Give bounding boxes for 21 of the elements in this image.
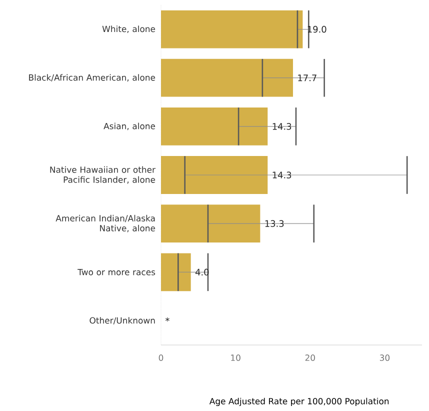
y-tick-label: Black/African American, alone xyxy=(29,74,156,82)
y-tick-label: Native Hawaiian or other Pacific Islander, alone xyxy=(50,166,156,184)
x-tick-label: 10 xyxy=(231,354,240,361)
bar xyxy=(161,10,303,48)
y-tick-label: White, alone xyxy=(102,26,156,33)
data-label: 14.3 xyxy=(272,172,292,178)
text: * xyxy=(165,317,170,322)
bar xyxy=(161,253,191,292)
x-tick-label: 30 xyxy=(380,354,390,361)
data-label: 14.3 xyxy=(272,123,292,130)
x-tick-label: 0 xyxy=(158,354,164,361)
data-label: 17.7 xyxy=(298,74,316,82)
data-label: 13.3 xyxy=(265,220,284,227)
x-tick-label: 20 xyxy=(305,354,315,361)
bar xyxy=(161,58,293,97)
y-tick-label: Asian, alone xyxy=(104,122,156,130)
y-tick-label: American Indian/Alaska Native, alone xyxy=(56,214,156,232)
y-tick-label: Two or more races xyxy=(78,269,156,276)
bar xyxy=(161,107,268,146)
y-tick-label: Other/Unknown xyxy=(90,317,155,324)
x-axis-title: Age Adjusted Rate per 100,000 Population xyxy=(209,398,389,406)
